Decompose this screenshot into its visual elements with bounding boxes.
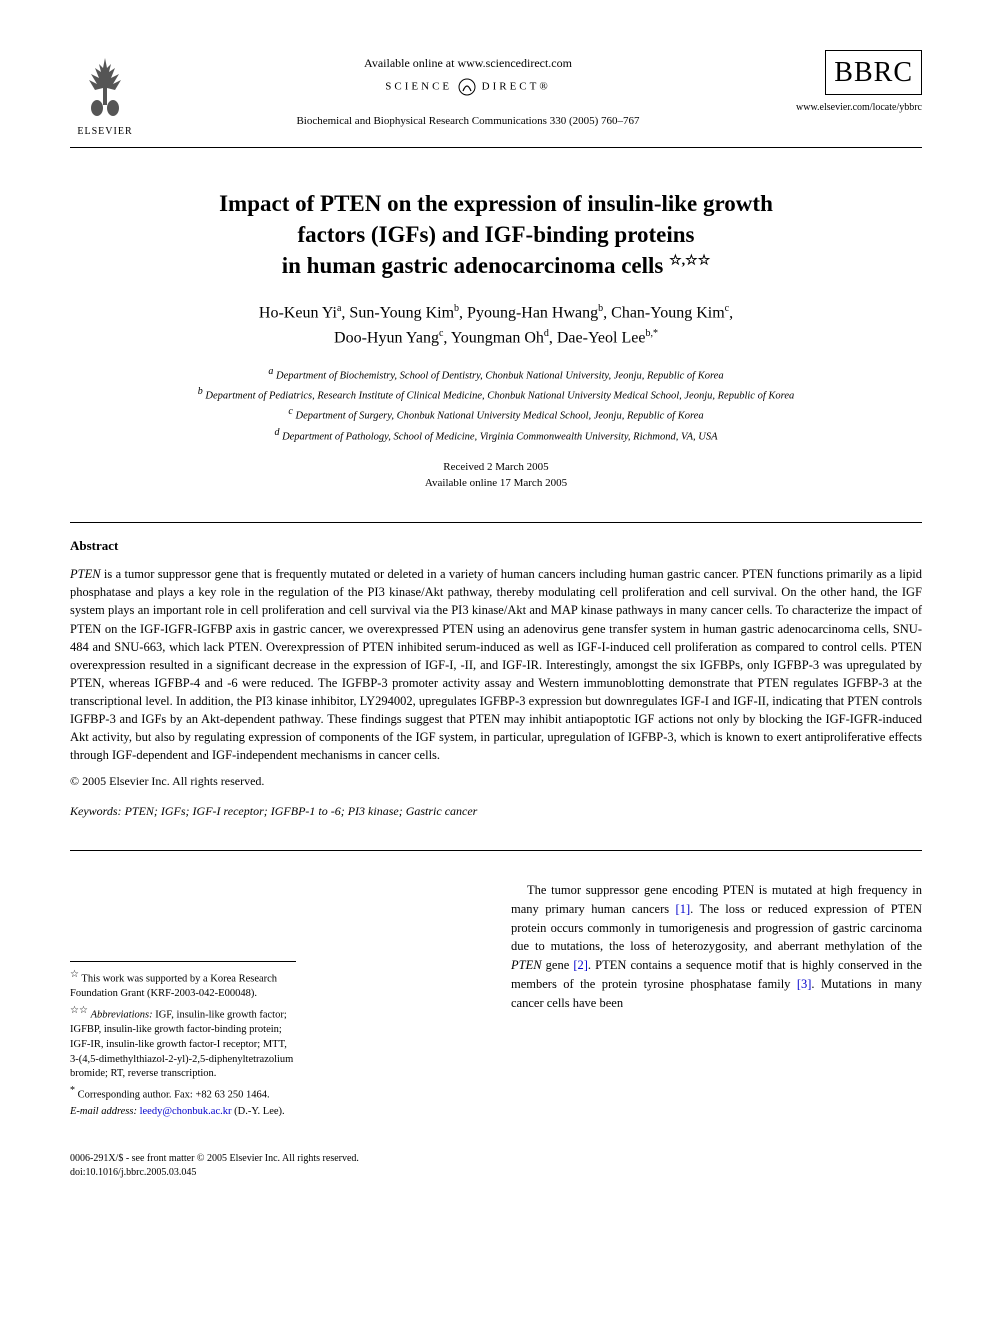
grant-text: This work was supported by a Korea Resea… [70, 974, 277, 1000]
author-7: Dae-Yeol Lee [557, 329, 646, 346]
received-date: Received 2 March 2005 [443, 461, 548, 473]
author-1: Ho-Keun Yi [259, 305, 337, 322]
journal-reference: Biochemical and Biophysical Research Com… [140, 114, 796, 129]
email-label: E-mail address: [70, 1106, 137, 1117]
right-column: The tumor suppressor gene encoding PTEN … [511, 881, 922, 1122]
author-2: Sun-Young Kim [349, 305, 454, 322]
affiliation-b: Department of Pediatrics, Research Insti… [205, 391, 794, 402]
author-5-affil: c [439, 328, 443, 339]
affiliation-d: Department of Pathology, School of Medic… [282, 431, 718, 442]
header-divider [70, 147, 922, 148]
footer-row: 0006-291X/$ - see front matter © 2005 El… [70, 1152, 922, 1180]
author-4-affil: c [725, 303, 729, 314]
left-column: ☆ This work was supported by a Korea Res… [70, 881, 481, 1122]
abbrev-label: Abbreviations: [91, 1010, 153, 1021]
affiliation-a: Department of Biochemistry, School of De… [276, 370, 724, 381]
email-suffix: (D.-Y. Lee). [234, 1106, 285, 1117]
sciencedirect-icon [458, 78, 476, 96]
author-1-affil: a [337, 303, 341, 314]
header-center: Available online at www.sciencedirect.co… [140, 50, 796, 129]
author-7-affil: b,* [645, 328, 658, 339]
author-list: Ho-Keun Yia, Sun-Young Kimb, Pyoung-Han … [70, 301, 922, 350]
keywords-text: PTEN; IGFs; IGF-I receptor; IGFBP-1 to -… [125, 804, 478, 818]
publisher-label: ELSEVIER [70, 125, 140, 139]
sd-text-2: DIRECT® [482, 80, 551, 92]
author-3-affil: b [598, 303, 603, 314]
abstract-divider-bottom [70, 850, 922, 851]
footer-left: 0006-291X/$ - see front matter © 2005 El… [70, 1152, 359, 1180]
sd-text-1: SCIENCE [385, 80, 452, 92]
abstract-divider-top [70, 522, 922, 523]
keywords-label: Keywords: [70, 804, 122, 818]
affiliation-list: a Department of Biochemistry, School of … [70, 364, 922, 445]
online-date: Available online 17 March 2005 [425, 477, 567, 489]
author-6-affil: d [544, 328, 549, 339]
article-title: Impact of PTEN on the expression of insu… [70, 188, 922, 281]
elsevier-logo: ELSEVIER [70, 50, 140, 139]
sciencedirect-logo: SCIENCE DIRECT® [140, 78, 796, 96]
author-5: Doo-Hyun Yang [334, 329, 439, 346]
footnote-abbreviations: ☆☆ Abbreviations: IGF, insulin-like grow… [70, 1004, 296, 1082]
doi-line: doi:10.1016/j.bbrc.2005.03.045 [70, 1167, 196, 1178]
title-footnote-stars: ☆,☆☆ [669, 254, 710, 269]
author-3: Pyoung-Han Hwang [467, 305, 598, 322]
available-online-text: Available online at www.sciencedirect.co… [140, 55, 796, 72]
article-dates: Received 2 March 2005 Available online 1… [70, 459, 922, 492]
journal-abbrev: BBRC [825, 50, 922, 95]
corresponding-email[interactable]: leedy@chonbuk.ac.kr [140, 1106, 232, 1117]
abstract-body: PTEN is a tumor suppressor gene that is … [70, 565, 922, 764]
footnote-grant: ☆ This work was supported by a Korea Res… [70, 968, 296, 1002]
corresponding-text: Corresponding author. Fax: +82 63 250 14… [78, 1089, 270, 1100]
abstract-heading: Abstract [70, 537, 922, 555]
page-container: ELSEVIER Available online at www.science… [0, 0, 992, 1230]
issn-line: 0006-291X/$ - see front matter © 2005 El… [70, 1153, 359, 1164]
two-column-layout: ☆ This work was supported by a Korea Res… [70, 881, 922, 1122]
author-2-affil: b [454, 303, 459, 314]
intro-paragraph: The tumor suppressor gene encoding PTEN … [511, 881, 922, 1012]
title-line-2: factors (IGFs) and IGF-binding proteins [297, 222, 694, 247]
header-row: ELSEVIER Available online at www.science… [70, 50, 922, 139]
footnote-corresponding: * Corresponding author. Fax: +82 63 250 … [70, 1084, 296, 1103]
affiliation-c: Department of Surgery, Chonbuk National … [296, 411, 704, 422]
footnotes-block: ☆ This work was supported by a Korea Res… [70, 961, 296, 1120]
title-line-3: in human gastric adenocarcinoma cells [282, 253, 664, 278]
author-4: Chan-Young Kim [611, 305, 725, 322]
author-6: Youngman Oh [451, 329, 544, 346]
journal-url: www.elsevier.com/locate/ybbrc [796, 101, 922, 115]
title-line-1: Impact of PTEN on the expression of insu… [219, 191, 773, 216]
elsevier-tree-icon [75, 50, 135, 120]
keywords-line: Keywords: PTEN; IGFs; IGF-I receptor; IG… [70, 803, 922, 820]
bbrc-box: BBRC www.elsevier.com/locate/ybbrc [796, 50, 922, 115]
abstract-copyright: © 2005 Elsevier Inc. All rights reserved… [70, 773, 922, 790]
footnote-email: E-mail address: leedy@chonbuk.ac.kr (D.-… [70, 1105, 296, 1120]
